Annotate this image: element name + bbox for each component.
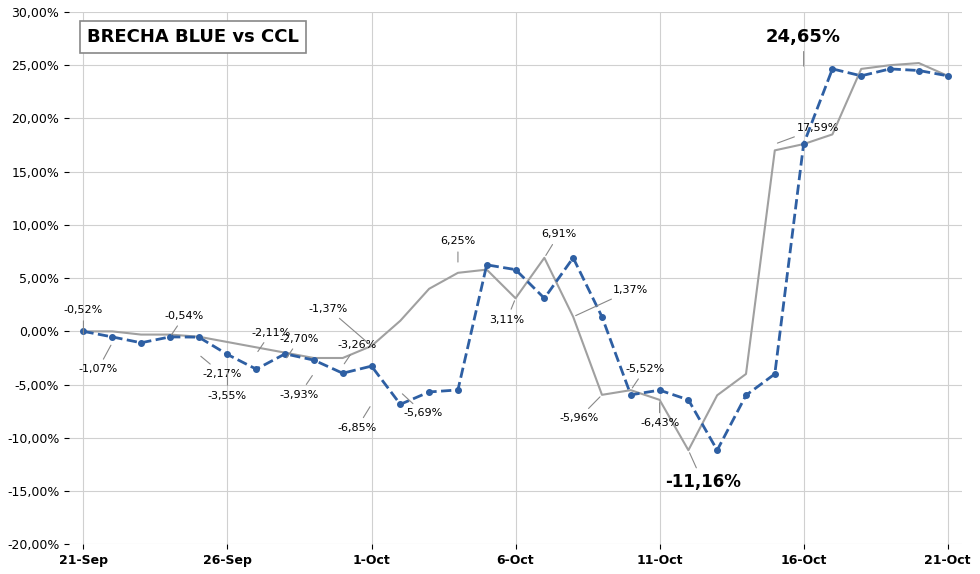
Text: -3,55%: -3,55% [208, 372, 247, 401]
Text: 1,37%: 1,37% [575, 285, 649, 316]
Text: -2,11%: -2,11% [251, 328, 290, 351]
Text: -5,69%: -5,69% [403, 394, 443, 418]
Text: -2,70%: -2,70% [280, 334, 319, 358]
Text: -5,96%: -5,96% [560, 397, 600, 423]
Text: -0,52%: -0,52% [64, 305, 103, 334]
Text: 24,65%: 24,65% [766, 28, 841, 66]
Text: -2,17%: -2,17% [201, 356, 241, 379]
Text: BRECHA BLUE vs CCL: BRECHA BLUE vs CCL [87, 28, 299, 46]
Text: -6,43%: -6,43% [640, 402, 679, 428]
Text: -5,52%: -5,52% [625, 364, 664, 388]
Text: -11,16%: -11,16% [664, 453, 741, 491]
Text: 6,25%: 6,25% [440, 236, 475, 262]
Text: -3,26%: -3,26% [337, 340, 376, 364]
Text: 3,11%: 3,11% [489, 301, 524, 324]
Text: -1,07%: -1,07% [78, 345, 118, 374]
Text: -1,37%: -1,37% [309, 304, 369, 344]
Text: -0,54%: -0,54% [165, 311, 204, 335]
Text: 6,91%: 6,91% [541, 230, 576, 255]
Text: -3,93%: -3,93% [280, 375, 319, 400]
Text: 17,59%: 17,59% [777, 123, 839, 143]
Text: -6,85%: -6,85% [337, 407, 376, 433]
